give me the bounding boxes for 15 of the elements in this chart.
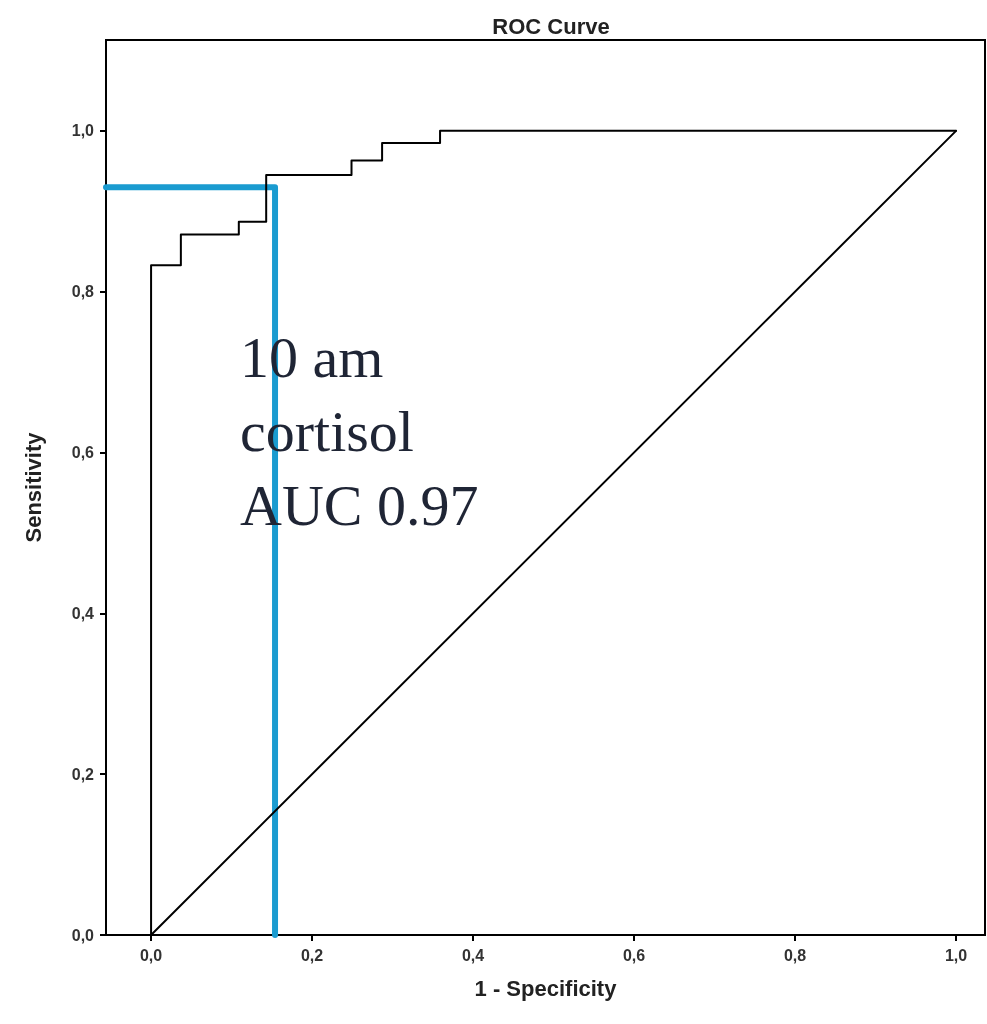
- x-tick-label: 1,0: [944, 946, 968, 964]
- x-tick-label: 0,0: [139, 946, 163, 964]
- y-tick-label: 0,4: [71, 604, 95, 622]
- x-axis-title: 1 - Specificity: [474, 975, 618, 1001]
- y-axis-title: Sensitivity: [20, 431, 46, 543]
- x-tick-label: 0,6: [622, 946, 646, 964]
- y-tick-label: 0,8: [71, 283, 95, 301]
- y-tick-label: 0,2: [71, 765, 95, 783]
- y-tick-label: 0,0: [71, 926, 95, 944]
- x-tick-label: 0,8: [783, 946, 807, 964]
- x-tick-label: 0,4: [461, 946, 485, 964]
- y-tick-label: 0,6: [71, 444, 95, 462]
- y-tick-label: 1,0: [71, 122, 95, 140]
- x-tick-label: 0,2: [300, 946, 324, 964]
- chart-title: ROC Curve: [492, 13, 610, 39]
